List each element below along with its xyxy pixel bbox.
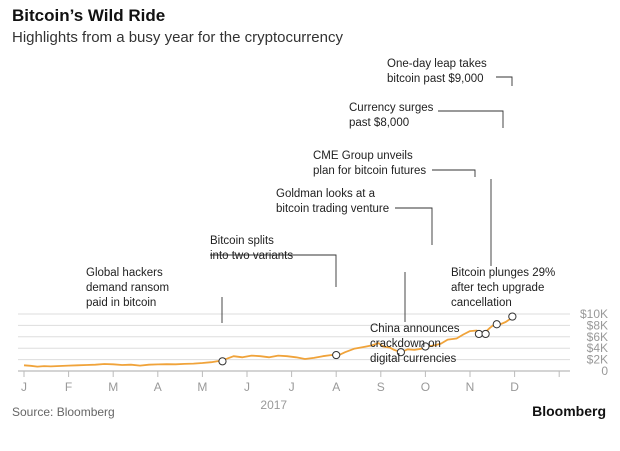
annotation-leader xyxy=(210,254,337,287)
annotation-marker xyxy=(396,348,405,357)
annotation: Currency surges past $8,000 xyxy=(349,102,504,329)
annotation: Bitcoin splits into two variants xyxy=(210,235,341,360)
annotation-text: past $8,000 xyxy=(349,117,409,129)
annotation-marker xyxy=(332,350,341,360)
annotation: Global hackers demand ransom paid in bitco… xyxy=(86,267,227,366)
x-tick-label: D xyxy=(510,380,519,394)
annotation-marker xyxy=(474,329,484,339)
y-tick-labels: 0$2K$4K$6K$8K$10K xyxy=(580,307,608,378)
annotation-text: Bitcoin plunges 29% xyxy=(451,267,555,279)
y-tick-label: $4K xyxy=(587,341,608,355)
annotation-text: plan for bitcoin futures xyxy=(313,165,426,177)
annotation-text: digital currencies xyxy=(370,353,457,365)
annotation-text: Bitcoin splits xyxy=(210,235,274,247)
chart-title: Bitcoin’s Wild Ride xyxy=(12,6,166,25)
annotation-marker xyxy=(218,357,227,366)
annotation-text: bitcoin past $9,000 xyxy=(387,73,484,85)
price-series-line xyxy=(23,314,516,368)
x-tick-label: J xyxy=(244,380,250,394)
x-tick-label: M xyxy=(197,380,207,394)
annotations: Global hackers demand ransom paid in bitco… xyxy=(86,58,555,366)
x-tick-label: A xyxy=(154,380,162,394)
y-tick-label: $6K xyxy=(587,330,608,344)
annotation-leader xyxy=(432,169,476,177)
annotation-text: cancellation xyxy=(451,297,512,309)
x-tick-label: S xyxy=(377,380,385,394)
annotation: Goldman looks at a bitcoin trading ventur… xyxy=(276,188,433,351)
annotation-text: CME Group unveils xyxy=(313,150,413,162)
annotation-text: Global hackers xyxy=(86,267,163,279)
chart-subtitle: Highlights from a busy year for the cryp… xyxy=(12,29,343,46)
y-tick-label: $8K xyxy=(587,318,608,332)
source-note: Source: Bloomberg xyxy=(12,405,115,419)
annotation: CME Group unveils plan for bitcoin future… xyxy=(313,150,484,339)
annotation-text: One-day leap takes xyxy=(387,58,487,70)
y-tick-label: $2K xyxy=(587,353,608,367)
annotation-text: paid in bitcoin xyxy=(86,297,156,309)
x-tick-label: J xyxy=(21,380,27,394)
bloomberg-logo: Bloomberg xyxy=(532,403,606,419)
annotation-text: bitcoin trading venture xyxy=(276,203,389,215)
annotation-text: after tech upgrade xyxy=(451,282,544,294)
x-tick-label: M xyxy=(108,380,118,394)
x-axis-year-label: 2017 xyxy=(260,398,287,412)
y-tick-label: 0 xyxy=(601,364,608,378)
annotation-leader xyxy=(395,207,433,245)
x-tick-label: J xyxy=(289,380,295,394)
x-tick-label: A xyxy=(332,380,340,394)
annotation: One-day leap takes bitcoin past $9,000 xyxy=(387,58,517,321)
x-tick-label: O xyxy=(421,380,430,394)
annotation-leader xyxy=(438,110,504,128)
annotation-text: demand ransom xyxy=(86,282,169,294)
annotation-marker xyxy=(508,312,517,321)
annotation-text: into two variants xyxy=(210,250,293,262)
grid-layer xyxy=(18,313,570,372)
x-tick-label: F xyxy=(65,380,72,394)
annotation: Bitcoin plunges 29% after tech upgrade can… xyxy=(451,179,555,339)
annotation-marker xyxy=(421,342,430,351)
annotation-leader xyxy=(496,76,513,86)
x-tick-label: N xyxy=(466,380,475,394)
annotation-marker xyxy=(481,329,490,339)
annotation-text: Goldman looks at a xyxy=(276,188,376,200)
annotation-text: Currency surges xyxy=(349,102,434,114)
annotation: China announces crackdown on digital curre… xyxy=(370,272,460,365)
annotation-marker xyxy=(492,320,501,329)
annotation-text: China announces xyxy=(370,323,460,335)
annotation-text: crackdown on xyxy=(370,338,441,350)
y-tick-label: $10K xyxy=(580,307,608,321)
